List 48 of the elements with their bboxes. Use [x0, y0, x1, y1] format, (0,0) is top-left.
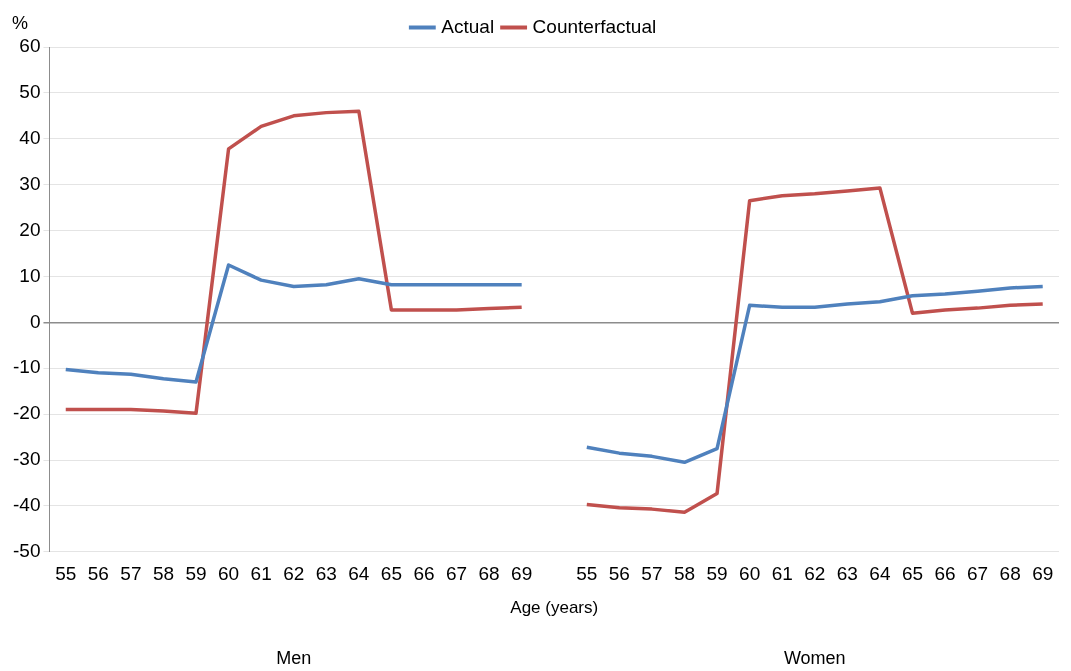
x-tick-label: 59 — [185, 563, 207, 585]
x-tick-label: 68 — [999, 563, 1021, 585]
x-tick-label: 64 — [869, 563, 891, 585]
x-axis-title: Age (years) — [510, 598, 599, 618]
x-tick-label: 56 — [87, 563, 109, 585]
x-tick-label: 65 — [380, 563, 402, 585]
y-tick-label: 30 — [19, 172, 41, 194]
y-tick-label: 50 — [19, 81, 41, 103]
text: Men — [276, 647, 312, 668]
text: Women — [783, 647, 846, 668]
legend-label: Actual — [441, 15, 495, 37]
x-tick-label: 62 — [804, 563, 826, 585]
y-tick-label: -50 — [12, 540, 41, 562]
y-tick-label: 40 — [19, 127, 41, 149]
x-tick-label: 61 — [250, 563, 272, 585]
x-tick-label: 63 — [836, 563, 858, 585]
x-tick-label: 68 — [478, 563, 500, 585]
x-tick-label: 60 — [218, 563, 240, 585]
x-tick-label: 69 — [511, 563, 533, 585]
x-tick-label: 58 — [673, 563, 696, 585]
x-tick-label: 63 — [315, 563, 337, 585]
x-tick-label: 65 — [901, 563, 924, 585]
x-tick-label: 60 — [739, 563, 761, 585]
x-tick-label: 69 — [1032, 563, 1054, 585]
x-tick-label: 55 — [55, 563, 77, 585]
x-tick-label: 67 — [967, 563, 989, 585]
y-axis-title: % — [11, 12, 29, 33]
y-tick-label: 60 — [19, 35, 41, 57]
y-tick-label: 0 — [29, 310, 41, 332]
y-tick-label: 10 — [19, 264, 41, 286]
x-tick-label: 64 — [348, 563, 370, 585]
x-tick-label: 58 — [152, 563, 175, 585]
x-tick-label: 66 — [413, 563, 435, 585]
x-tick-label: 67 — [445, 563, 468, 585]
x-tick-label: 61 — [771, 563, 793, 585]
y-tick-label: -40 — [12, 494, 41, 516]
y-tick-label: -30 — [12, 448, 41, 470]
x-tick-label: 57 — [120, 563, 142, 585]
y-tick-label: -10 — [12, 356, 41, 378]
x-tick-label: 59 — [706, 563, 728, 585]
legend-label: Counterfactual — [532, 15, 657, 37]
y-tick-label: -20 — [12, 402, 41, 424]
y-tick-label: 20 — [19, 218, 41, 240]
x-tick-label: 56 — [608, 563, 630, 585]
x-tick-label: 55 — [576, 563, 598, 585]
x-tick-label: 66 — [934, 563, 956, 585]
x-tick-label: 57 — [641, 563, 663, 585]
x-tick-label: 62 — [283, 563, 305, 585]
